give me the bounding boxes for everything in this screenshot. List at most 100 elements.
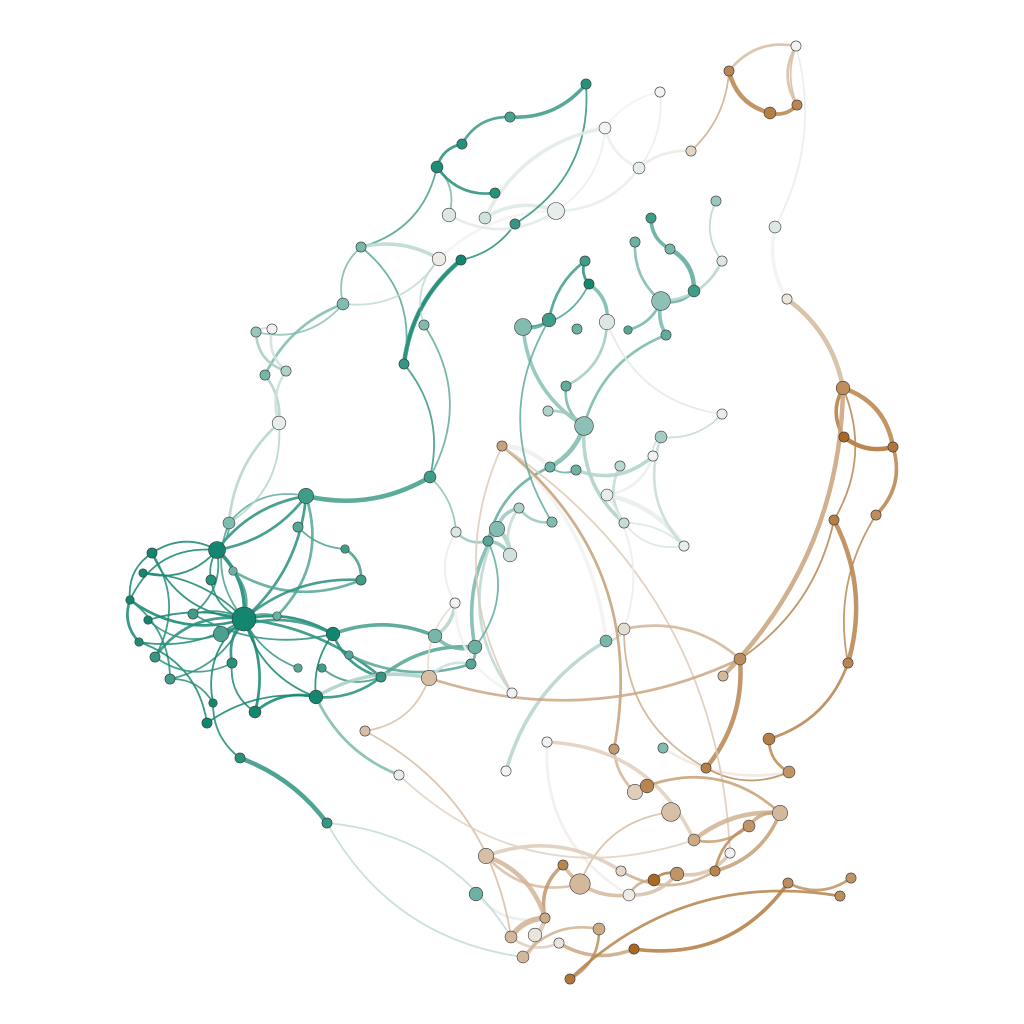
graph-edge (314, 695, 401, 777)
graph-edge (541, 863, 565, 920)
graph-edge (522, 283, 590, 328)
graph-edge (633, 240, 663, 303)
graph-edge (786, 44, 799, 107)
graph-node (842, 657, 854, 669)
graph-node (654, 430, 668, 444)
graph-node (516, 950, 530, 964)
graph-node (687, 833, 701, 847)
graph-node (772, 805, 788, 821)
graph-edge (500, 444, 622, 751)
graph-node (509, 218, 521, 230)
graph-edge (501, 445, 731, 854)
graph-node (298, 488, 314, 504)
graph-edge (840, 385, 896, 450)
graph-edge (545, 740, 696, 842)
graph-node (717, 670, 729, 682)
graph-node (723, 65, 735, 77)
graph-node (627, 784, 643, 800)
graph-node (571, 323, 583, 335)
graph-node (654, 86, 666, 98)
graph-node (504, 111, 516, 123)
graph-edge (402, 258, 463, 366)
graph-edge (212, 702, 241, 759)
graph-edge (581, 424, 626, 525)
graph-node (271, 415, 287, 431)
graph-edge (632, 881, 790, 953)
graph-edge (579, 811, 672, 885)
graph-node (570, 464, 582, 476)
graph-node (266, 323, 278, 335)
graph-node (456, 138, 468, 150)
graph-node (569, 873, 591, 895)
graph-node (615, 865, 627, 877)
graph-node (791, 99, 803, 111)
graph-node (325, 626, 341, 642)
graph-node (450, 526, 462, 538)
graph-edge (242, 578, 363, 621)
graph-node (598, 121, 612, 135)
graph-node (579, 255, 591, 267)
graph-edge (841, 434, 896, 452)
graph-edge (206, 694, 317, 724)
graph-node (835, 380, 851, 396)
graph-node (651, 291, 671, 311)
graph-node (628, 943, 640, 955)
graph-node (639, 778, 655, 794)
graph-edge (661, 746, 791, 777)
graph-node (467, 639, 483, 655)
graph-edge (360, 166, 438, 248)
graph-edge (331, 622, 437, 638)
graph-edge (519, 319, 553, 523)
graph-edge (147, 619, 222, 640)
graph-edge (228, 493, 307, 524)
graph-node (541, 736, 553, 748)
graph-node (250, 326, 262, 338)
graph-node (489, 187, 501, 199)
graph-edge (690, 70, 730, 152)
graph-edge (508, 82, 588, 119)
graph-edge (564, 320, 609, 388)
graph-edge (582, 333, 668, 428)
graph-node (375, 671, 387, 683)
graph-node (583, 278, 595, 290)
graph-edge (129, 548, 218, 601)
node-layer (125, 40, 899, 985)
graph-edge (142, 572, 245, 620)
graph-node (838, 431, 850, 443)
graph-edge (274, 369, 288, 425)
graph-node (418, 319, 430, 331)
graph-node (782, 765, 796, 779)
graph-node (340, 544, 350, 554)
graph-node (321, 817, 333, 829)
graph-node (344, 650, 354, 660)
graph-edge (504, 639, 608, 773)
graph-node (768, 220, 782, 234)
graph-node (647, 873, 661, 887)
graph-edge (637, 149, 693, 170)
graph-node (272, 611, 282, 621)
graph-edge (874, 445, 899, 517)
graph-edge (477, 527, 514, 695)
graph-node (398, 358, 410, 370)
graph-node (700, 762, 712, 774)
graph-node (580, 78, 592, 90)
graph-node (560, 380, 572, 392)
graph-node (733, 652, 747, 666)
graph-node (782, 877, 794, 889)
graph-node (478, 848, 494, 864)
graph-node (762, 732, 776, 746)
graph-edge (545, 740, 631, 897)
graph-node (496, 440, 508, 452)
graph-edge (770, 225, 789, 301)
graph-edge (423, 324, 451, 478)
graph-node (468, 886, 484, 902)
graph-edge (142, 549, 218, 577)
graph-node (546, 516, 558, 528)
graph-edge (483, 853, 548, 921)
graph-edge (727, 43, 798, 73)
graph-edge (275, 494, 314, 618)
graph-node (500, 765, 512, 777)
graph-node (553, 937, 565, 949)
graph-node (259, 369, 271, 381)
graph-node (547, 202, 565, 220)
